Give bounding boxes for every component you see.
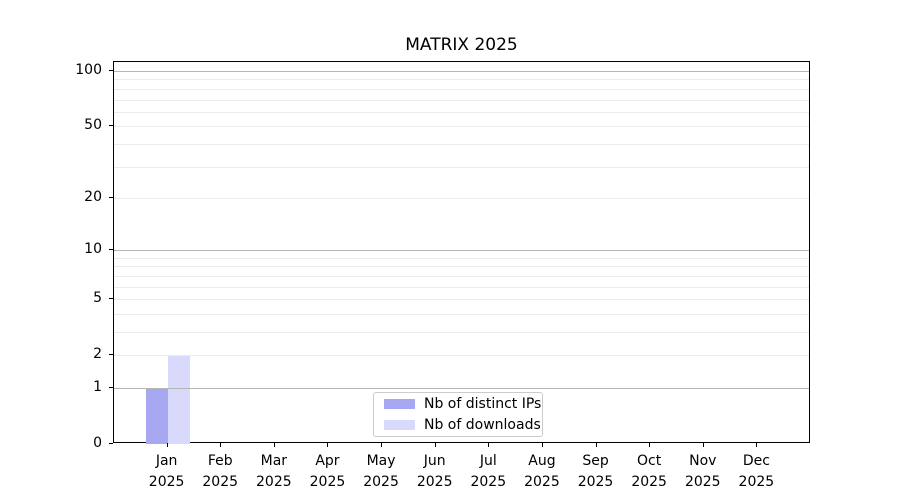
y-tick-mark-10 (109, 249, 113, 251)
x-tick-mark-jul (488, 443, 490, 447)
x-tick-label-apr: Apr 2025 (309, 453, 346, 490)
legend-swatch-distinct-ips (384, 399, 415, 409)
x-tick-mark-jan (166, 443, 168, 447)
x-tick-mark-nov (702, 443, 704, 447)
gridline-minor-4 (114, 313, 809, 315)
x-tick-label-mar: Mar 2025 (256, 453, 292, 490)
gridline-major-1 (114, 387, 809, 389)
plot-area (113, 61, 810, 444)
legend-item-distinct-ips: Nb of distinct IPs (384, 394, 542, 415)
y-tick-label-50: 50 (84, 117, 102, 134)
gridline-minor-5 (114, 299, 809, 301)
x-tick-mark-mar (273, 443, 275, 447)
legend-swatch-downloads (384, 420, 415, 430)
x-tick-mark-oct (649, 443, 651, 447)
y-tick-label-1: 1 (93, 378, 102, 395)
gridline-minor-80 (114, 88, 809, 90)
y-tick-mark-2 (109, 354, 113, 356)
y-tick-label-10: 10 (84, 241, 102, 258)
y-tick-mark-100 (109, 70, 113, 72)
gridline-major-10 (114, 250, 809, 252)
x-tick-label-feb: Feb 2025 (202, 453, 239, 490)
gridline-minor-90 (114, 79, 809, 81)
gridline-minor-60 (114, 111, 809, 113)
gridline-minor-2 (114, 355, 809, 357)
gridline-minor-8 (114, 266, 809, 268)
y-tick-mark-20 (109, 196, 113, 198)
gridline-minor-6 (114, 286, 809, 288)
x-tick-label-jan: Jan 2025 (148, 453, 185, 490)
bar-nb-of-downloads-jan (167, 355, 190, 444)
y-tick-mark-50 (109, 125, 113, 127)
y-tick-mark-1 (109, 386, 113, 388)
gridline-minor-50 (114, 126, 809, 128)
chart-title: MATRIX 2025 (405, 35, 518, 55)
bar-nb-of-distinct-ips-jan (145, 387, 168, 444)
gridline-major-100 (114, 71, 809, 73)
x-tick-label-jun: Jun 2025 (416, 453, 453, 490)
gridline-minor-3 (114, 331, 809, 333)
gridline-minor-7 (114, 275, 809, 277)
legend: Nb of distinct IPs Nb of downloads (373, 392, 543, 437)
legend-item-downloads: Nb of downloads (384, 415, 542, 436)
y-tick-label-20: 20 (84, 188, 102, 205)
x-tick-mark-sep (595, 443, 597, 447)
x-tick-label-sep: Sep 2025 (577, 453, 614, 490)
legend-label-downloads: Nb of downloads (424, 417, 541, 433)
y-tick-label-5: 5 (93, 290, 102, 307)
x-tick-mark-apr (327, 443, 329, 447)
x-tick-mark-dec (756, 443, 758, 447)
gridline-minor-20 (114, 197, 809, 199)
x-tick-label-nov: Nov 2025 (684, 453, 721, 490)
x-tick-mark-jun (434, 443, 436, 447)
x-tick-label-dec: Dec 2025 (738, 453, 775, 490)
x-tick-label-oct: Oct 2025 (631, 453, 667, 490)
y-tick-label-0: 0 (93, 435, 102, 451)
y-tick-mark-5 (109, 298, 113, 300)
gridline-minor-9 (114, 257, 809, 259)
x-tick-label-aug: Aug 2025 (524, 453, 560, 490)
x-tick-label-may: May 2025 (363, 453, 399, 490)
y-tick-label-2: 2 (93, 346, 102, 363)
y-tick-label-100: 100 (75, 62, 102, 79)
legend-label-distinct-ips: Nb of distinct IPs (424, 396, 542, 412)
x-tick-label-jul: Jul 2025 (470, 453, 507, 490)
x-tick-mark-feb (220, 443, 222, 447)
x-tick-mark-aug (541, 443, 543, 447)
x-tick-mark-may (381, 443, 383, 447)
gridline-minor-70 (114, 99, 809, 101)
gridline-minor-30 (114, 166, 809, 168)
y-tick-mark-0 (109, 443, 113, 444)
gridline-minor-40 (114, 143, 809, 145)
